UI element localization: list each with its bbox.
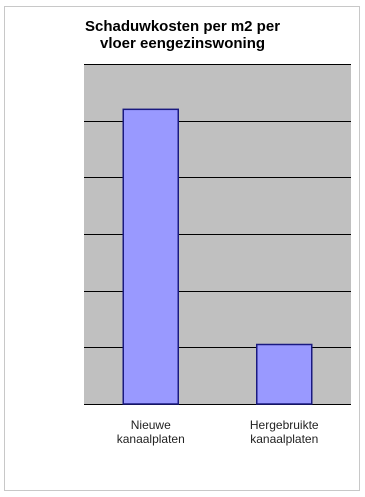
bars: [122, 108, 313, 405]
bar-1: [256, 343, 313, 405]
x-tick-label-line: kanaalplaten: [116, 432, 185, 446]
chart-title: Schaduwkosten per m2 per vloer eengezins…: [0, 18, 365, 52]
chart-title-line-2: vloer eengezinswoning: [99, 35, 266, 52]
x-tick-label-line: Nieuwe: [130, 418, 171, 432]
x-tick-label-hergebruikte: Hergebruikte kanaalplaten: [224, 418, 344, 446]
bar-0: [122, 108, 179, 405]
x-tick-label-line: Hergebruikte: [249, 418, 319, 432]
chart-title-line-1: Schaduwkosten per m2 per: [84, 18, 281, 35]
x-tick-label-line: kanaalplaten: [250, 432, 319, 446]
x-tick-label-nieuwe: Nieuwe kanaalplaten: [91, 418, 211, 446]
